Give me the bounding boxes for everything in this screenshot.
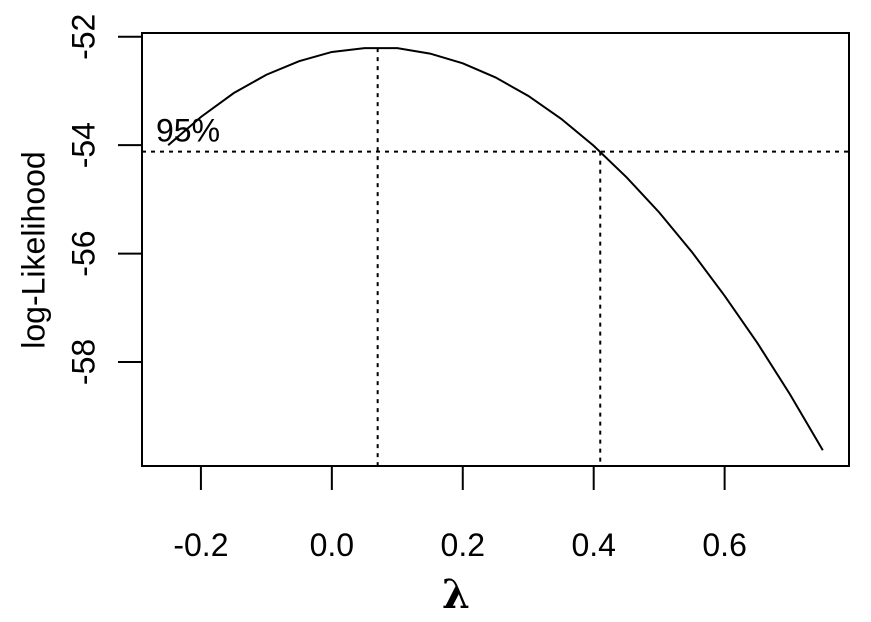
y-tick-label: -52 <box>65 14 101 60</box>
ci-label: 95% <box>156 113 220 149</box>
x-tick-label: 0.6 <box>702 527 746 563</box>
x-tick-label: -0.2 <box>173 527 228 563</box>
y-axis-label: log-Likelihood <box>15 151 51 348</box>
x-tick-label: 0.2 <box>441 527 485 563</box>
y-tick-label: -56 <box>65 230 101 276</box>
x-tick-label: 0.0 <box>310 527 354 563</box>
x-tick-label: 0.4 <box>571 527 615 563</box>
y-tick-label: -54 <box>65 122 101 168</box>
x-axis-label: λ <box>442 571 470 617</box>
plot-frame <box>141 32 850 467</box>
y-tick-label: -58 <box>65 339 101 385</box>
line <box>167 47 824 451</box>
